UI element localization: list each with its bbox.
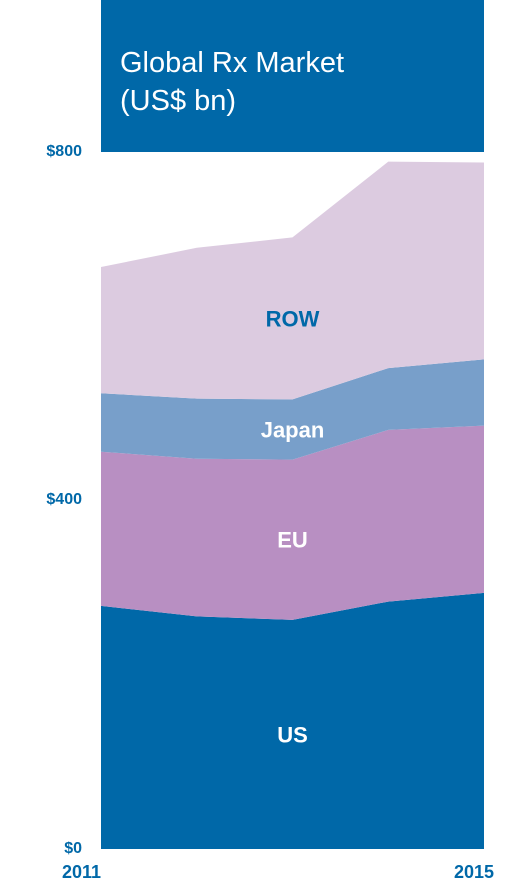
y-tick-label-400: $400 [46, 491, 82, 508]
chart-title-line2: (US$ bn) [120, 85, 237, 117]
series-label-us: US [277, 722, 308, 747]
series-label-eu: EU [277, 528, 308, 553]
series-label-row: ROW [266, 306, 320, 331]
x-tick-label-start: 2011 [62, 862, 102, 882]
chart-title-line1: Global Rx Market [120, 47, 345, 79]
series-label-japan: Japan [261, 417, 325, 442]
area-japan [101, 359, 484, 460]
y-tick-label-0: $0 [64, 840, 82, 857]
area-us [101, 592, 484, 849]
x-tick-label-end: 2015 [454, 862, 495, 882]
chart-title-box [101, 0, 484, 152]
area-row [101, 161, 484, 400]
y-tick-label-800: $800 [46, 143, 82, 160]
chart-title: Global Rx Market (US$ bn) [120, 44, 344, 120]
area-eu [101, 425, 484, 620]
